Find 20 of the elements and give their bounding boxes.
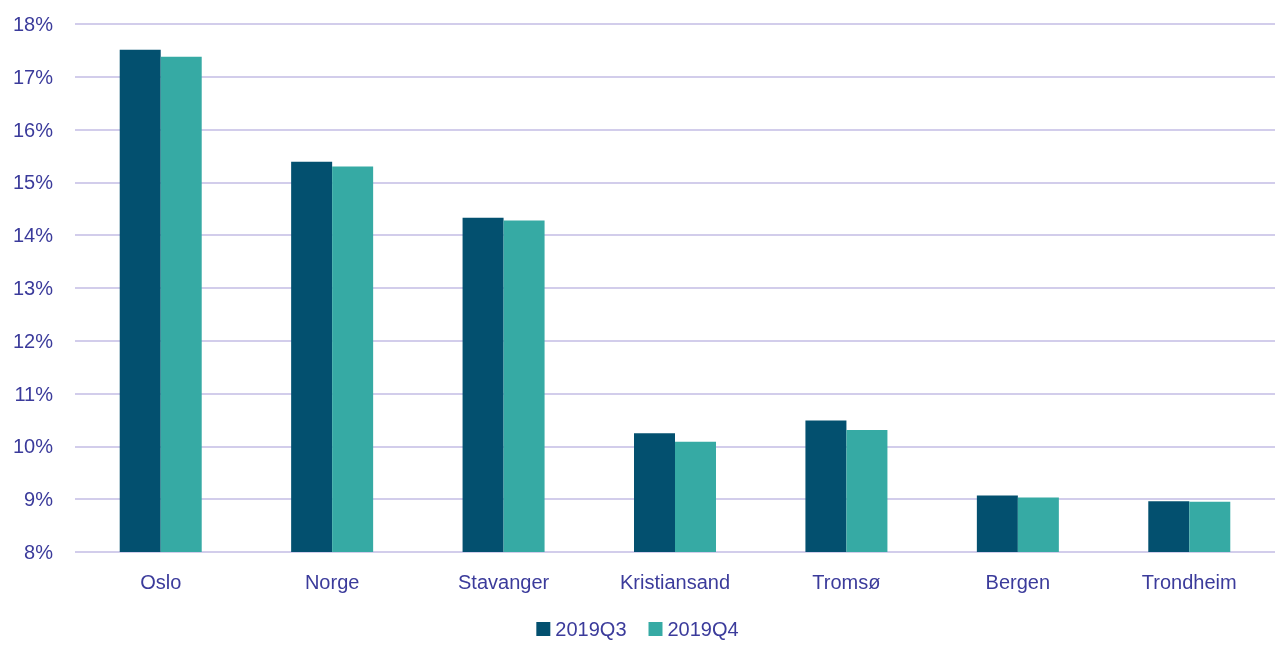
legend-label: 2019Q3 <box>555 618 627 640</box>
y-tick-label: 18% <box>12 13 54 35</box>
y-tick-label: 16% <box>12 118 54 141</box>
y-tick-label: 10% <box>12 435 54 458</box>
y-tick-label: 17% <box>12 65 54 88</box>
y-tick-label: 12% <box>12 329 54 352</box>
y-tick-label: 9% <box>24 488 54 511</box>
x-tick-label: Tromsø <box>812 571 881 593</box>
legend-label: 2019Q4 <box>667 618 739 640</box>
x-tick-label: Bergen <box>985 571 1051 593</box>
y-tick-label: 13% <box>12 277 54 299</box>
x-tick-label: Trondheim <box>1141 571 1237 593</box>
x-tick-label: Kristiansand <box>619 571 731 593</box>
y-tick-label: 8% <box>24 541 54 563</box>
y-tick-label: 15% <box>12 171 54 194</box>
x-tick-label: Oslo <box>140 571 182 593</box>
x-tick-label: Stavanger <box>457 571 550 593</box>
y-tick-label: 14% <box>12 224 54 247</box>
y-tick-label: 11% <box>14 382 54 405</box>
x-tick-label: Norge <box>304 571 360 593</box>
